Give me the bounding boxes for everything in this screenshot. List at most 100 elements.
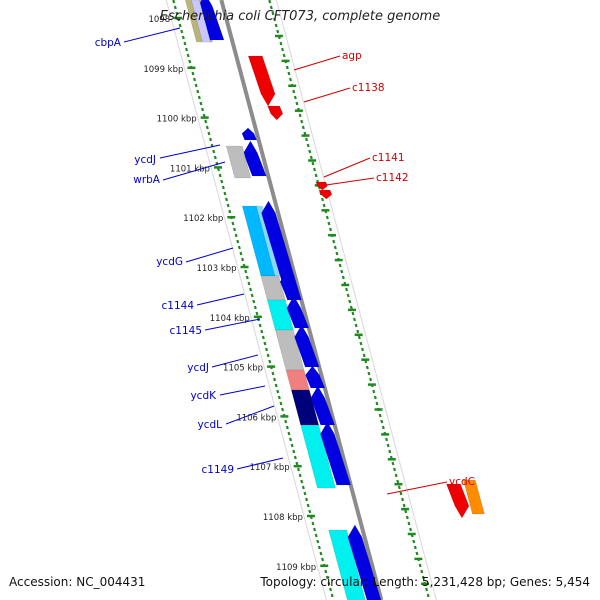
- minor-tick-right: [418, 563, 422, 568]
- minor-tick-right: [365, 365, 369, 370]
- gene-label-ycdj-leader: [159, 144, 221, 159]
- minor-tick-left: [201, 107, 204, 112]
- minor-tick-right: [308, 149, 312, 154]
- minor-tick-left: [233, 227, 237, 232]
- gene-arrow-ycdl: [310, 385, 336, 426]
- minor-tick-right: [271, 11, 275, 16]
- gene-label-ycdk-leader: [219, 385, 266, 396]
- minor-tick-left: [172, 0, 176, 4]
- minor-tick-right: [378, 413, 382, 418]
- minor-tick-left: [249, 287, 253, 292]
- minor-tick-left: [197, 95, 201, 100]
- gene-arrow-wrba: [243, 140, 267, 177]
- minor-tick-left: [193, 77, 196, 82]
- minor-tick-left: [261, 335, 265, 340]
- minor-tick-left: [330, 593, 334, 598]
- gene-arrow-agp: [247, 55, 276, 107]
- minor-tick-left: [263, 341, 267, 346]
- minor-tick-left: [255, 311, 259, 316]
- minor-tick-right: [341, 275, 345, 280]
- minor-tick-left: [277, 395, 281, 400]
- minor-tick-left: [205, 125, 209, 130]
- gene-label-ycdj2-leader: [211, 354, 259, 368]
- minor-tick-right: [338, 263, 342, 268]
- gene-label-agp-leader: [293, 55, 341, 71]
- map-title: Escherichia coli CFT073, complete genome: [159, 9, 441, 24]
- gene-arrow-ycdc: [445, 483, 470, 519]
- minor-tick-right: [385, 437, 389, 442]
- minor-tick-right: [298, 113, 302, 118]
- minor-tick-right: [357, 335, 361, 340]
- minor-tick-right: [335, 251, 339, 256]
- minor-tick-left: [285, 425, 289, 430]
- kbp-tick-label: 1099 kbp: [143, 65, 183, 75]
- minor-tick-right: [292, 89, 296, 94]
- minor-tick-right: [362, 353, 366, 358]
- minor-tick-right: [327, 221, 331, 226]
- minor-tick-left: [314, 533, 318, 538]
- track-border-right: [275, 0, 437, 600]
- kbp-tick-label: 1098: [148, 15, 170, 25]
- minor-tick-right: [420, 569, 424, 574]
- minor-tick-left: [185, 47, 188, 52]
- kbp-tick-label: 1103 kbp: [196, 264, 236, 274]
- minor-tick-right: [301, 125, 305, 130]
- minor-tick-right: [279, 41, 283, 46]
- gene-arrow-bottom: [347, 524, 382, 600]
- minor-tick-right: [346, 293, 350, 298]
- gene-arrow-c1145: [286, 295, 310, 329]
- gene-arrow-ycdj: [241, 127, 258, 141]
- gene-arrow-ycdk: [305, 365, 326, 389]
- minor-tick-left: [287, 431, 291, 436]
- gene-arrow-c1142: [318, 189, 333, 200]
- minor-tick-right: [367, 371, 371, 376]
- minor-tick-left: [295, 461, 299, 466]
- minor-tick-left: [252, 299, 256, 304]
- minor-tick-left: [290, 443, 294, 448]
- minor-tick-right: [314, 173, 318, 178]
- minor-tick-left: [319, 551, 323, 556]
- gene-block-c1149: [300, 424, 336, 489]
- minor-tick-left: [329, 587, 333, 592]
- minor-tick-left: [265, 347, 269, 352]
- minor-tick-left: [298, 473, 302, 478]
- minor-tick-left: [313, 527, 317, 532]
- gene-label-c1138-leader: [303, 87, 351, 103]
- minor-tick-left: [311, 521, 315, 526]
- gene-label-c1149: c1149: [202, 464, 235, 476]
- minor-tick-left: [266, 353, 270, 358]
- minor-tick-left: [327, 581, 331, 586]
- minor-tick-right: [329, 227, 333, 232]
- minor-tick-left: [221, 185, 225, 190]
- minor-tick-left: [237, 245, 241, 250]
- minor-tick-left: [300, 479, 304, 484]
- minor-tick-left: [258, 323, 262, 328]
- minor-tick-right: [293, 95, 297, 100]
- gene-arrow-c1144: [279, 270, 302, 299]
- gene-label-c1145-leader: [204, 318, 261, 331]
- gene-arrow-c1138: [267, 105, 284, 121]
- minor-tick-left: [279, 401, 283, 406]
- minor-tick-left: [245, 275, 249, 280]
- gene-label-ycdg: ycdG: [156, 256, 183, 268]
- minor-tick-right: [274, 23, 278, 28]
- minor-tick-left: [212, 149, 216, 154]
- minor-tick-left: [191, 71, 195, 76]
- minor-tick-right: [426, 593, 430, 598]
- track-border-left: [165, 0, 327, 600]
- minor-tick-right: [399, 491, 403, 496]
- minor-tick-right: [375, 401, 379, 406]
- minor-tick-left: [244, 269, 248, 274]
- kbp-tick-label: 1102 kbp: [183, 214, 223, 224]
- minor-tick-left: [188, 59, 192, 64]
- gene-label-c1144: c1144: [162, 300, 195, 312]
- minor-tick-right: [325, 215, 329, 220]
- gene-label-ycdc: ycdC: [449, 476, 475, 488]
- minor-tick-left: [274, 383, 278, 388]
- minor-tick-left: [268, 359, 272, 364]
- gene-label-c1145: c1145: [170, 325, 203, 337]
- minor-tick-right: [386, 443, 390, 448]
- gene-label-wrba-leader: [162, 161, 226, 181]
- minor-tick-right: [321, 197, 325, 202]
